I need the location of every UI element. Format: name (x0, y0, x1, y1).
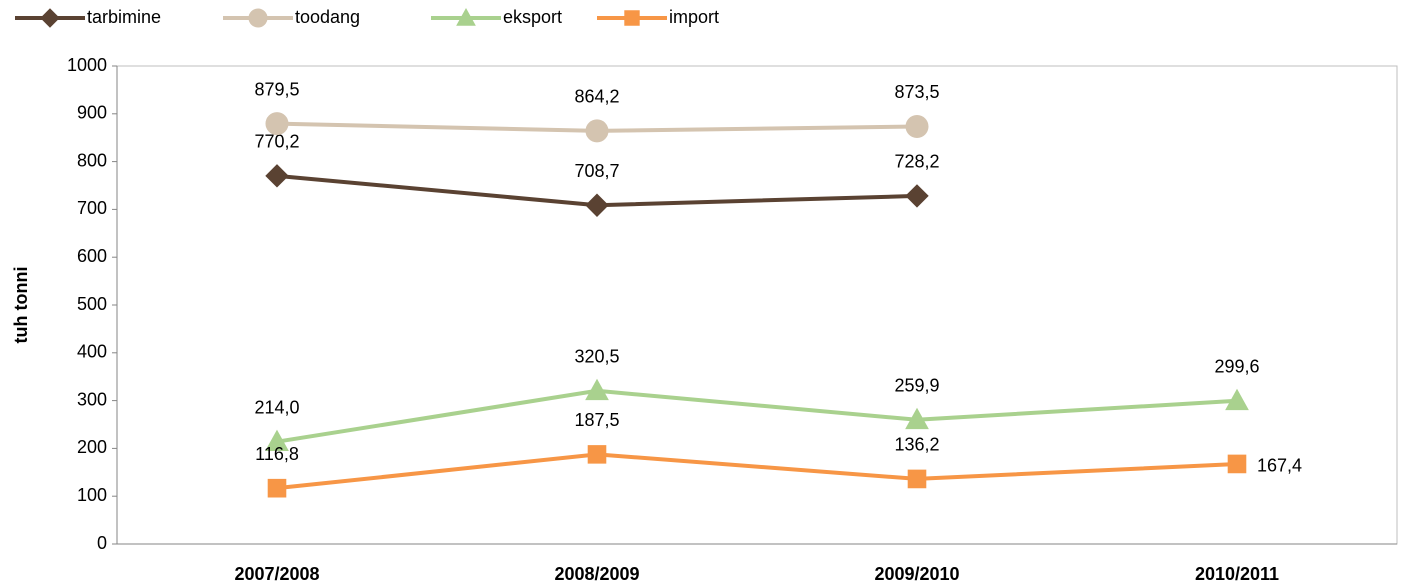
series-line (276, 452, 1238, 491)
y-tick-label: 300 (77, 389, 107, 409)
data-point (905, 407, 929, 430)
data-point (587, 445, 607, 464)
plot-area (116, 65, 1398, 545)
y-axis-label: tuh tonni (11, 267, 31, 344)
data-label: 116,8 (255, 444, 299, 464)
data-label: 708,7 (574, 161, 619, 181)
y-tick-label: 0 (97, 533, 107, 553)
y-tick-label: 200 (77, 437, 107, 457)
legend-marker (456, 7, 476, 26)
data-label: 864,2 (574, 87, 619, 107)
legend-label: import (669, 7, 719, 27)
x-tick-label: 2010/2011 (1195, 564, 1279, 584)
y-tick-label: 400 (77, 342, 107, 362)
data-label: 879,5 (254, 79, 299, 99)
data-label: 299,6 (1214, 357, 1259, 377)
data-point (265, 429, 289, 452)
y-tick-label: 700 (77, 198, 107, 218)
data-label: 187,5 (574, 410, 619, 430)
data-point (265, 164, 289, 188)
data-label: 770,2 (254, 132, 299, 152)
data-label: 136,2 (894, 435, 939, 455)
y-tick-label: 100 (77, 485, 107, 505)
data-label: 259,9 (894, 376, 939, 396)
data-point (267, 478, 287, 498)
data-point (907, 469, 927, 489)
y-tick-label: 1000 (67, 55, 107, 75)
y-tick-label: 500 (77, 294, 107, 314)
legend-label: tarbimine (87, 7, 161, 27)
legend-label: toodang (295, 7, 360, 27)
y-tick-label: 800 (77, 150, 107, 170)
legend-marker (248, 8, 268, 28)
data-point (265, 112, 289, 136)
data-label: 214,0 (254, 397, 299, 417)
series-line (276, 388, 1238, 444)
x-tick-label: 2008/2009 (554, 564, 639, 584)
data-point (585, 119, 609, 143)
x-tick-label: 2009/2010 (874, 564, 959, 584)
data-point (585, 193, 609, 217)
legend-marker (624, 10, 640, 26)
data-point (905, 184, 929, 208)
data-point (905, 114, 929, 138)
data-point (1225, 388, 1249, 411)
data-label: 728,2 (894, 152, 939, 172)
x-tick-label: 2007/2008 (234, 564, 319, 584)
y-tick-label: 900 (77, 103, 107, 123)
data-point (585, 378, 609, 401)
legend-marker (40, 8, 60, 28)
y-tick-label: 600 (77, 246, 107, 266)
legend-label: eksport (503, 7, 562, 27)
data-point (1227, 454, 1247, 474)
data-label: 167,4 (1257, 456, 1302, 476)
data-label: 873,5 (894, 82, 939, 102)
data-label: 320,5 (574, 347, 619, 367)
